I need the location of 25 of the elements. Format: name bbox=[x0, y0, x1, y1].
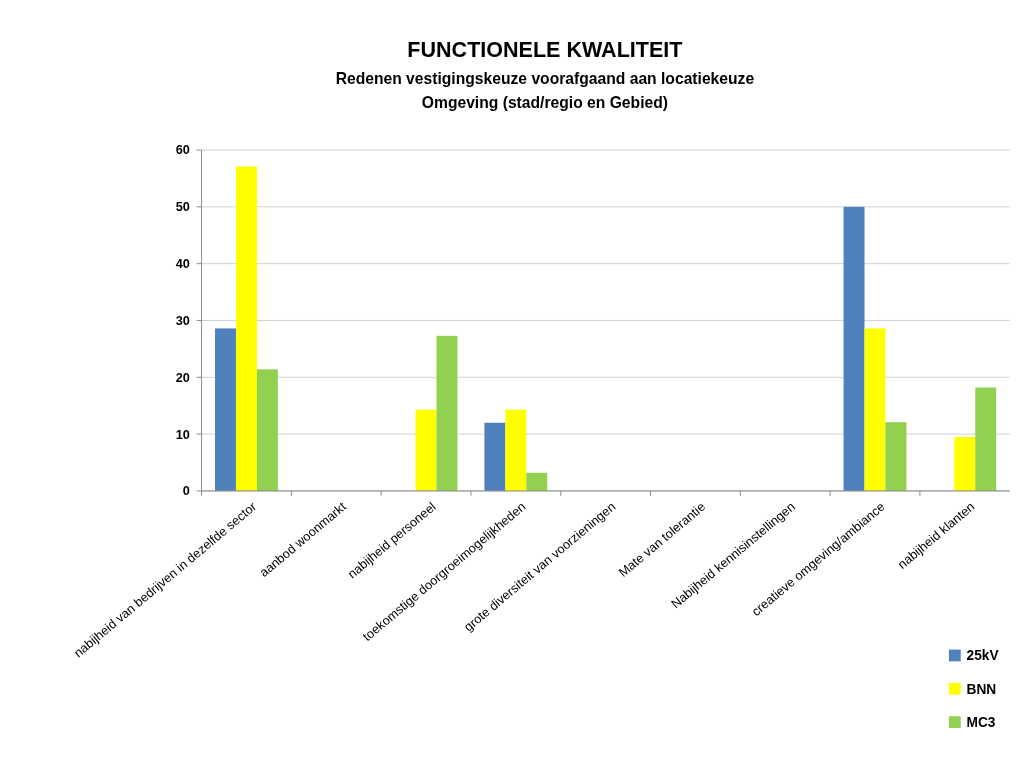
bar bbox=[256, 369, 278, 491]
chart-subtitle: Redenen vestigingskeuze voorafgaand aan locatiekeuze Omgeving (stad/regio en Gebied) bbox=[335, 70, 755, 111]
bar bbox=[843, 206, 865, 491]
y-tick-label: 10 bbox=[175, 426, 190, 442]
bar bbox=[415, 409, 437, 491]
y-tick-label: 50 bbox=[175, 199, 190, 215]
bar bbox=[885, 422, 907, 491]
y-tick-label: 20 bbox=[175, 369, 190, 385]
y-tick-label: 60 bbox=[175, 142, 190, 158]
bar bbox=[954, 436, 976, 491]
legend-label: BNN bbox=[966, 681, 997, 697]
bar bbox=[526, 472, 548, 491]
legend-label: 25kV bbox=[966, 648, 1000, 664]
bar bbox=[436, 335, 458, 491]
bar bbox=[484, 422, 506, 491]
bar bbox=[235, 166, 257, 491]
chart-title: FUNCTIONELE KWALITEIT bbox=[407, 37, 683, 62]
legend-label: MC3 bbox=[966, 714, 996, 730]
bar bbox=[864, 328, 886, 491]
y-tick-label: 30 bbox=[175, 312, 190, 328]
bar bbox=[975, 387, 997, 491]
y-tick-label: 40 bbox=[175, 256, 190, 272]
y-tick-label: 0 bbox=[182, 483, 190, 499]
bar bbox=[215, 328, 236, 491]
bar bbox=[505, 409, 527, 491]
